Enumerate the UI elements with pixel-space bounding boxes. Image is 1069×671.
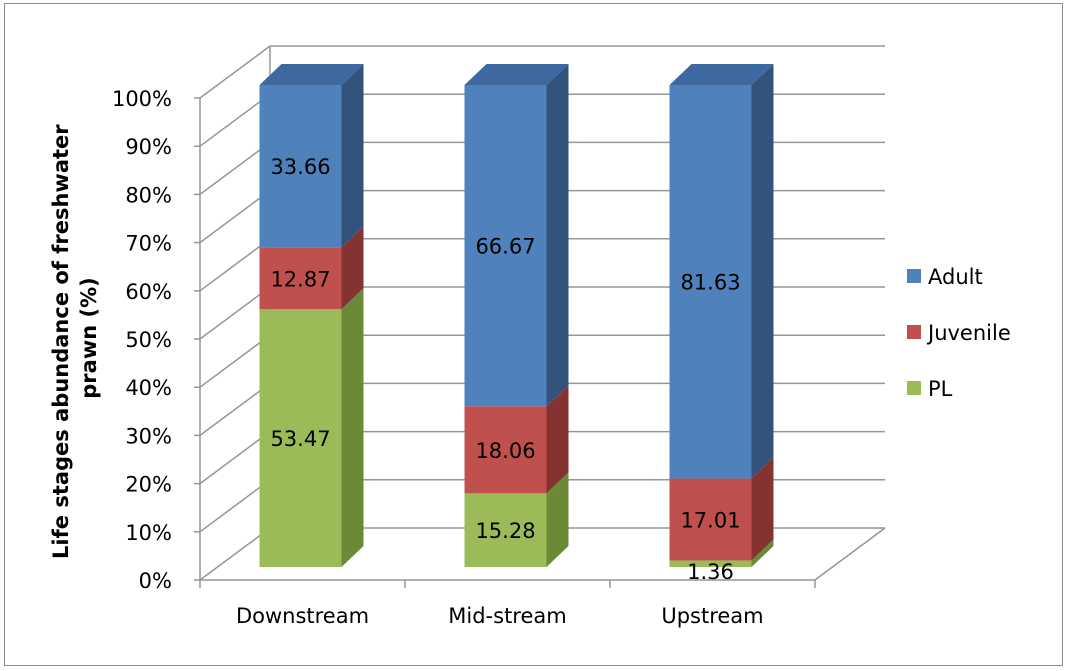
data-label: 17.01	[680, 508, 740, 532]
y-tick-label: 0%	[139, 569, 172, 593]
bar-segment	[669, 560, 752, 567]
y-tick-label: 90%	[125, 135, 172, 159]
data-label: 33.66	[270, 155, 330, 179]
data-label: 53.47	[270, 427, 330, 451]
legend: Adult Juvenile PL	[907, 265, 1011, 401]
bar-segment	[259, 85, 342, 248]
bar-side-face	[751, 539, 774, 567]
side-wall-gridline	[199, 382, 271, 437]
bar-segment	[464, 85, 547, 407]
bar-top-face	[464, 64, 569, 85]
x-category-label: Downstream	[236, 604, 369, 628]
bar-segment	[259, 309, 342, 567]
side-wall-gridline	[199, 479, 271, 533]
y-axis-title-line-1: Life stages abundance of freshwater	[49, 124, 73, 559]
floor-edge	[814, 527, 886, 581]
bar-side-face	[546, 472, 569, 567]
data-labels: 53.47 12.87 33.66 15.28 18.06 66.67 1.36 17.01 8…	[270, 155, 740, 584]
side-wall-gridline	[199, 430, 271, 485]
data-label: 18.06	[475, 439, 535, 463]
bar-top-face	[259, 64, 364, 85]
bar-segment	[464, 493, 547, 567]
x-category-label: Mid-stream	[448, 604, 566, 628]
legend-label: PL	[928, 377, 953, 401]
data-label: 81.63	[680, 271, 740, 295]
bar-side-face	[751, 457, 774, 561]
axes: 0% 10% 20% 30% 40% 50% 60% 70% 80% 90% 100% Downstr…	[112, 87, 816, 628]
side-wall-gridline	[199, 527, 271, 581]
y-tick-label: 80%	[125, 183, 172, 207]
legend-label: Juvenile	[926, 321, 1011, 345]
legend-label: Adult	[928, 265, 983, 289]
bar-segment	[259, 247, 342, 310]
y-tick-label: 70%	[125, 232, 172, 256]
legend-swatch	[907, 381, 921, 395]
side-wall-gridline	[199, 238, 271, 292]
x-category-label: Upstream	[661, 604, 763, 628]
y-tick-label: 20%	[125, 473, 172, 497]
y-tick-label: 40%	[125, 376, 172, 400]
bar-side-face	[341, 226, 364, 310]
side-wall-gridline	[199, 334, 271, 388]
bar-side-face	[546, 64, 569, 407]
data-label: 1.36	[687, 560, 734, 584]
y-tick-label: 100%	[112, 87, 172, 111]
y-tick-label: 60%	[125, 280, 172, 304]
bar-segment	[464, 406, 547, 494]
bar-segment	[669, 478, 752, 561]
side-wall-gridline	[199, 286, 271, 340]
y-tick-label: 30%	[125, 424, 172, 448]
gridlines	[199, 45, 886, 581]
legend-swatch	[907, 325, 921, 339]
y-axis-title-line-2: prawn (%)	[77, 277, 101, 398]
y-tick-label: 10%	[125, 521, 172, 545]
side-wall-gridline	[199, 189, 271, 244]
bar-top-face	[669, 64, 774, 85]
data-label: 15.28	[475, 519, 535, 543]
side-wall-gridline	[199, 93, 271, 147]
bar-side-face	[546, 385, 569, 494]
data-label: 12.87	[270, 267, 330, 291]
bar-side-face	[341, 64, 364, 248]
side-wall-gridline	[199, 141, 271, 196]
y-axis-title: Life stages abundance of freshwater praw…	[49, 117, 101, 559]
legend-swatch	[907, 269, 921, 283]
y-tick-label: 50%	[125, 328, 172, 352]
bar-side-face	[341, 288, 364, 567]
bar-side-face	[751, 64, 774, 479]
bars	[259, 64, 774, 567]
side-wall-gridline	[199, 45, 271, 99]
bar-segment	[669, 85, 752, 479]
data-label: 66.67	[475, 235, 535, 259]
